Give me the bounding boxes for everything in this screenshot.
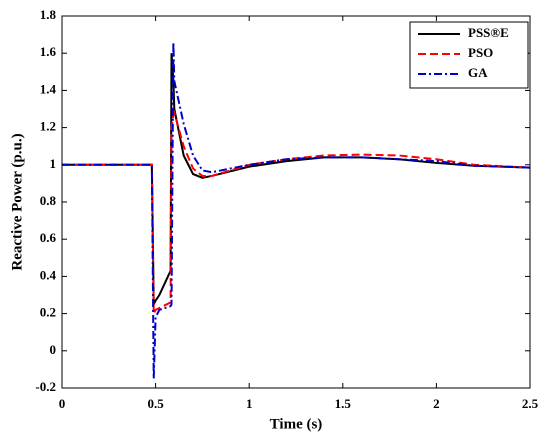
y-tick-label: 0.8 [40, 193, 57, 208]
y-tick-label: 1.2 [40, 119, 56, 134]
y-tick-label: 0.6 [40, 230, 57, 245]
x-tick-label: 0 [59, 396, 66, 411]
y-tick-label: 1.4 [40, 81, 57, 96]
x-tick-label: 2.5 [522, 396, 539, 411]
legend-label: PSS®E [468, 25, 509, 40]
line [62, 53, 531, 305]
y-tick-label: 0 [50, 342, 57, 357]
y-tick-label: 1.8 [40, 7, 57, 22]
y-tick-label: 0.4 [40, 267, 57, 282]
x-tick-label: 1.5 [335, 396, 352, 411]
x-tick-label: 0.5 [147, 396, 164, 411]
plot-frame [61, 15, 531, 389]
x-axis-label: Time (s) [270, 416, 323, 432]
y-tick-label: 1.6 [40, 44, 57, 59]
y-tick-label: 0.2 [40, 305, 56, 320]
legend-label: GA [468, 65, 488, 80]
line [62, 109, 531, 315]
legend-label: PSO [468, 45, 493, 60]
y-tick-label: -0.2 [35, 379, 56, 394]
y-tick-label: 1 [50, 156, 57, 171]
y-axis-label: Reactive Power (p.u.) [9, 133, 25, 270]
x-tick-label: 1 [246, 396, 253, 411]
x-tick-label: 2 [433, 396, 440, 411]
